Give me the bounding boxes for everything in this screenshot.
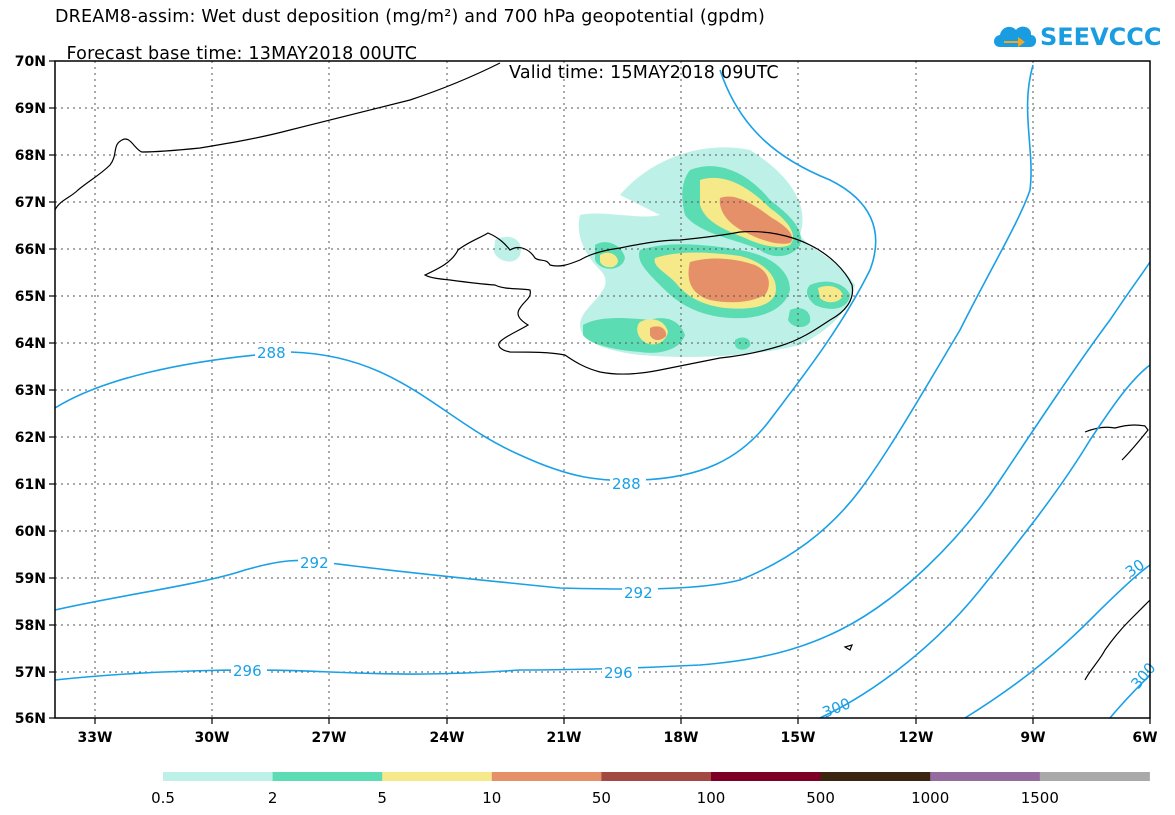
contour-label: 288 — [257, 344, 286, 362]
map-title: DREAM8-assim: Wet dust deposition (mg/m²… — [55, 7, 766, 27]
lon-label: 21W — [547, 730, 582, 746]
contour-label: 300 — [1127, 659, 1159, 693]
logo-text: SEEVCCC — [1040, 23, 1162, 51]
contour-label: 288 — [612, 475, 641, 493]
legend-label: 50 — [592, 789, 611, 807]
lon-label: 27W — [312, 730, 347, 746]
lon-label: 12W — [899, 730, 934, 746]
legend-label: 1000 — [911, 789, 949, 807]
legend-swatch — [930, 772, 1041, 781]
lon-label: 18W — [664, 730, 699, 746]
lat-label: 59N — [15, 571, 46, 587]
lat-label: 56N — [15, 711, 46, 727]
forecast-base-time: Forecast base time: 13MAY2018 00UTC — [66, 44, 418, 64]
legend-swatch — [711, 772, 822, 781]
legend-swatch — [382, 772, 493, 781]
legend-swatch — [491, 772, 602, 781]
lon-label: 24W — [430, 730, 465, 746]
contour-label: 292 — [300, 554, 329, 572]
legend-label: 2 — [268, 789, 278, 807]
lat-label: 62N — [15, 430, 46, 446]
lon-label: 33W — [78, 730, 113, 746]
lat-label: 64N — [15, 336, 46, 352]
lat-label: 67N — [15, 195, 46, 211]
lat-label: 70N — [15, 54, 46, 70]
cloud-arrow-icon — [994, 26, 1037, 47]
legend-label: 100 — [697, 789, 726, 807]
seevccc-logo: SEEVCCC — [990, 17, 1162, 57]
legend-label: 0.5 — [151, 789, 175, 807]
lat-label: 65N — [15, 289, 46, 305]
tick-marks — [49, 60, 1151, 724]
legend-swatch — [272, 772, 383, 781]
contour-label: 296 — [233, 662, 262, 680]
legend-swatch — [163, 772, 274, 781]
lat-label: 66N — [15, 242, 46, 258]
color-legend: 0.5 2 5 10 50 100 500 1000 1500 — [151, 772, 1150, 807]
contour-label: 292 — [624, 584, 653, 602]
contour-label: 30 — [1122, 556, 1148, 582]
valid-time: Valid time: 15MAY2018 09UTC — [509, 63, 779, 83]
contour-labels: 288 288 292 292 296 296 300 30 300 — [231, 343, 1159, 722]
legend-swatch — [820, 772, 931, 781]
lon-label: 30W — [195, 730, 230, 746]
legend-label: 1500 — [1021, 789, 1059, 807]
longitude-labels: 33W 30W 27W 24W 21W 18W 15W 12W 9W 6W — [78, 730, 1158, 746]
legend-label: 500 — [806, 789, 835, 807]
legend-label: 10 — [482, 789, 501, 807]
forecast-times: Forecast base time: 13MAY2018 00UTC Vali… — [55, 26, 779, 83]
lat-label: 60N — [15, 524, 46, 540]
lat-label: 63N — [15, 383, 46, 399]
legend-swatch — [1039, 772, 1150, 781]
coastlines — [54, 62, 1151, 681]
lat-label: 61N — [15, 477, 46, 493]
lat-label: 68N — [15, 148, 46, 164]
lat-label: 69N — [15, 101, 46, 117]
latitude-labels: 70N 69N 68N 67N 66N 65N 64N 63N 62N 61N … — [15, 54, 46, 727]
legend-label: 5 — [377, 789, 387, 807]
legend-swatch — [601, 772, 712, 781]
lat-label: 58N — [15, 618, 46, 634]
lon-label: 9W — [1020, 730, 1045, 746]
geopotential-contours — [54, 64, 1151, 719]
lon-label: 15W — [781, 730, 816, 746]
gridlines — [55, 61, 1150, 718]
lon-label: 6W — [1132, 730, 1157, 746]
dust-deposition-field — [494, 147, 855, 357]
contour-label: 296 — [604, 664, 633, 682]
lat-label: 57N — [15, 665, 46, 681]
